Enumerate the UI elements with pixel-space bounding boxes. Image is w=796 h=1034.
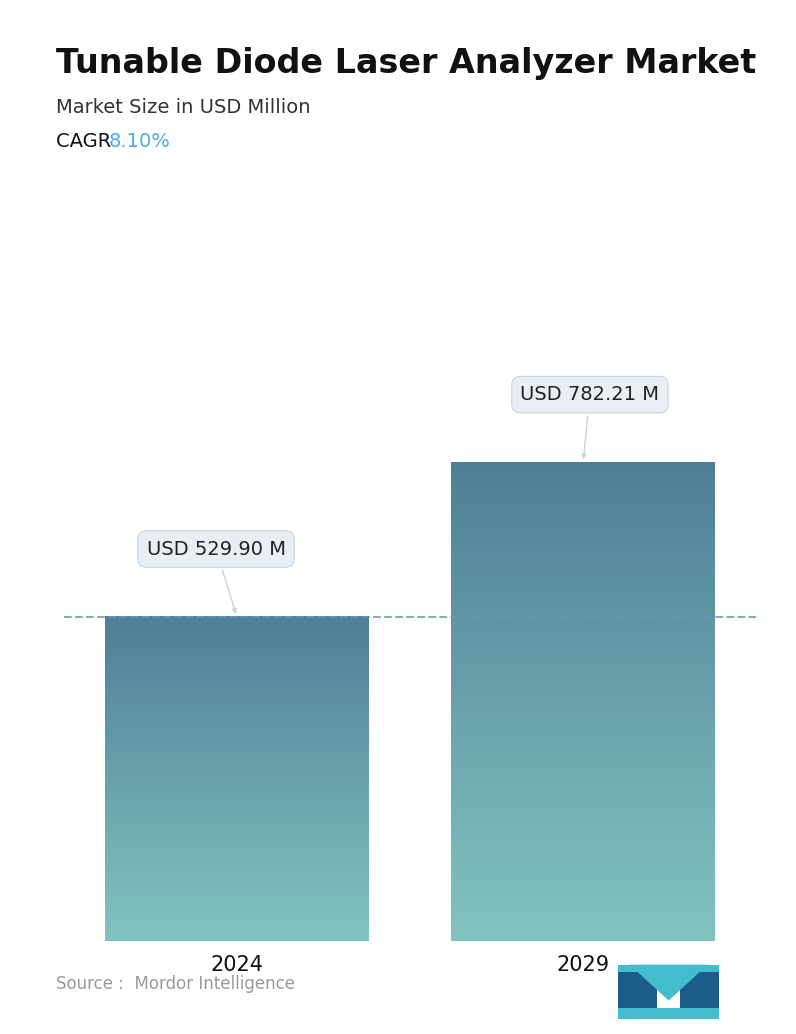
Polygon shape: [680, 965, 719, 1018]
Polygon shape: [680, 965, 719, 972]
Text: Source :  Mordor Intelligence: Source : Mordor Intelligence: [56, 975, 295, 993]
Text: USD 782.21 M: USD 782.21 M: [521, 385, 660, 458]
Polygon shape: [630, 965, 708, 1001]
Text: CAGR: CAGR: [56, 132, 117, 151]
Text: Market Size in USD Million: Market Size in USD Million: [56, 98, 310, 117]
Text: Tunable Diode Laser Analyzer Market: Tunable Diode Laser Analyzer Market: [56, 47, 756, 80]
Text: USD 529.90 M: USD 529.90 M: [146, 540, 286, 612]
Polygon shape: [618, 965, 657, 1018]
Polygon shape: [618, 965, 657, 972]
Text: 8.10%: 8.10%: [109, 132, 171, 151]
Polygon shape: [618, 1008, 719, 1018]
